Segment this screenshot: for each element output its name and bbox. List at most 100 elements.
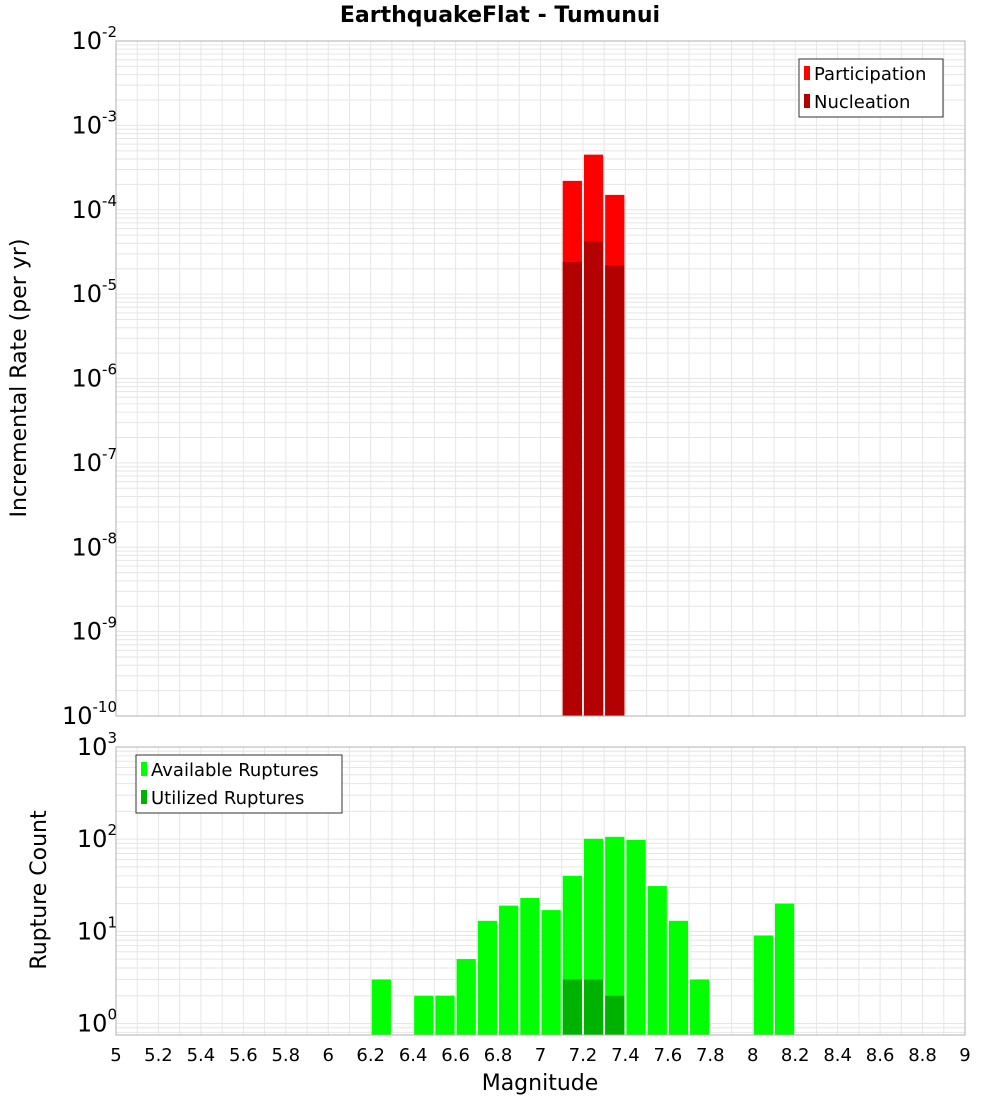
x-tick-label: 8.6 [866,1045,895,1066]
x-tick-label: 7.6 [654,1045,683,1066]
bottom-bar [583,979,604,1035]
tick-exponent: -10 [93,698,118,716]
top-grid [115,40,966,717]
top-plot-frame [115,40,966,717]
bottom-bar [499,905,519,1035]
bottom-bar [520,897,540,1035]
legend-swatch [804,66,810,80]
legend-label: Utilized Ruptures [151,788,304,809]
chart-title: EarthquakeFlat - Tumunui [340,3,660,28]
x-tick-label: 9 [959,1045,970,1066]
legend-swatch [141,762,147,776]
tick-exponent: -3 [102,107,117,125]
bottom-bar [414,995,434,1035]
top-y-ticks: 10-210-310-410-510-610-710-810-910-10 [62,23,117,730]
tick-base: 10 [71,365,102,393]
x-tick-label: 7.4 [611,1045,640,1066]
x-tick-label: 6.6 [441,1045,470,1066]
legend-swatch [141,790,147,804]
x-tick-label: 7.8 [696,1045,725,1066]
top-y-tick-label: 10-6 [71,361,117,393]
top-y-tick-label: 10-5 [71,276,117,308]
legend-box [798,58,944,118]
top-bar [583,241,604,717]
bottom-bar [668,920,689,1035]
tick-exponent: -8 [102,529,117,547]
x-tick-label: 6.2 [356,1045,385,1066]
top-series-1 [562,241,625,717]
bottom-bar [753,935,773,1035]
tick-exponent: -5 [102,276,117,294]
bottom-y-tick-label: 102 [77,821,117,853]
x-tick-label: 5.8 [271,1045,300,1066]
legend-swatch [804,94,810,108]
bottom-bar [690,979,710,1035]
bottom-series-0 [371,836,795,1035]
x-tick-label: 8.8 [908,1045,937,1066]
top-y-tick-label: 10-8 [71,529,117,561]
legend-label: Participation [814,64,926,85]
tick-base: 10 [71,111,102,139]
tick-exponent: -7 [102,445,117,463]
top-bar [562,262,582,716]
tick-base: 10 [77,825,108,853]
bottom-bar [477,920,498,1035]
top-bar [605,265,625,716]
bottom-y-axis-label: Rupture Count [27,810,52,970]
bottom-y-tick-label: 103 [77,729,117,761]
x-tick-label: 8.4 [823,1045,852,1066]
tick-base: 10 [71,449,102,477]
bottom-bar [435,995,455,1035]
tick-base: 10 [71,618,102,646]
tick-base: 10 [77,1009,108,1037]
bottom-bar [371,979,391,1035]
legend-box [135,754,343,814]
top-y-tick-label: 10-4 [71,192,117,224]
tick-base: 10 [62,702,93,730]
tick-exponent: -6 [102,361,117,379]
bottom-series-1 [562,979,625,1035]
x-tick-label: 5.2 [144,1045,173,1066]
x-axis-label: Magnitude [482,1071,599,1096]
bottom-bar [541,910,561,1035]
x-tick-label: 8 [747,1045,758,1066]
top-y-tick-label: 10-3 [71,107,117,139]
top-y-tick-label: 10-2 [71,23,117,55]
bottom-bar [562,979,582,1035]
legend-label: Available Ruptures [151,760,319,781]
bottom-plot-frame [115,746,966,1036]
tick-exponent: 3 [107,729,117,747]
tick-base: 10 [77,733,108,761]
bottom-bar [456,959,476,1035]
tick-base: 10 [71,280,102,308]
tick-base: 10 [71,196,102,224]
x-tick-label: 6.8 [484,1045,513,1066]
bottom-y-tick-label: 100 [77,1005,117,1037]
x-tick-label: 5.6 [229,1045,258,1066]
x-tick-label: 6 [323,1045,334,1066]
x-tick-label: 6.4 [399,1045,428,1066]
tick-exponent: 0 [107,1005,117,1023]
participation-nucleation-plot: 10-210-310-410-510-610-710-810-910-10Par… [62,23,966,730]
tick-exponent: 1 [107,913,117,931]
bottom-bar [626,839,646,1035]
tick-base: 10 [71,533,102,561]
tick-base: 10 [77,917,108,945]
top-legend: Participation Nucleation [798,58,944,118]
x-tick-label: 7.2 [569,1045,598,1066]
tick-base: 10 [71,27,102,55]
top-y-axis-label: Incremental Rate (per yr) [7,239,32,518]
x-tick-label: 5 [110,1045,121,1066]
tick-exponent: -4 [102,192,117,210]
bottom-bar [605,995,625,1035]
tick-exponent: 2 [107,821,117,839]
x-tick-label: 8.2 [781,1045,810,1066]
x-ticks: 5 5.2 5.4 5.6 5.8 6 6.2 6.4 6.6 6.8 7 7.2 7.4 7.6 7.8 8… [110,1045,970,1066]
tick-exponent: -2 [102,23,117,41]
legend-label: Nucleation [814,92,910,113]
bottom-bar [605,836,625,1035]
top-y-tick-label: 10-9 [71,614,117,646]
